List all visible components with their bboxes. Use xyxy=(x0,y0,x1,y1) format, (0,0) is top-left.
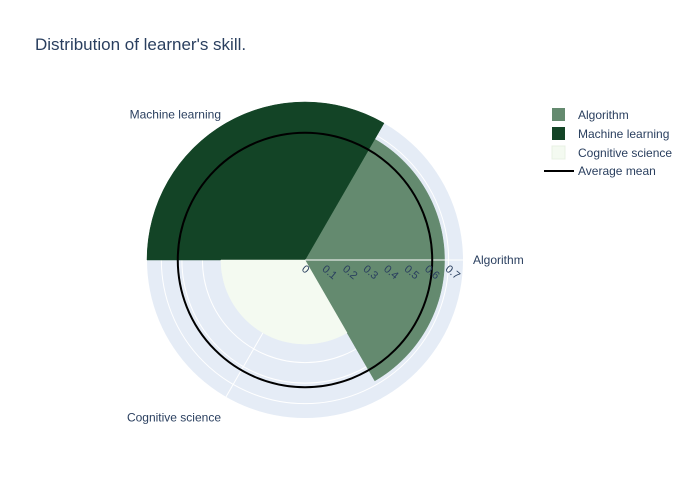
category-label: Machine learning xyxy=(130,108,221,122)
legend-label: Algorithm xyxy=(578,108,629,122)
legend-swatch xyxy=(552,127,565,140)
bar-machine-learning xyxy=(146,101,385,261)
legend-label: Machine learning xyxy=(578,127,669,141)
bar-cognitive-science xyxy=(220,259,348,345)
legend-label: Average mean xyxy=(578,164,656,178)
legend-swatch xyxy=(552,108,565,121)
category-label: Algorithm xyxy=(473,253,524,267)
legend[interactable]: Algorithm Machine learning Cognitive scien… xyxy=(544,108,672,178)
legend-swatch xyxy=(551,145,566,160)
legend-label: Cognitive science xyxy=(578,146,672,160)
chart-title: Distribution of learner's skill. xyxy=(35,35,246,54)
category-label: Cognitive science xyxy=(127,410,221,424)
average-mean-line xyxy=(176,131,434,389)
